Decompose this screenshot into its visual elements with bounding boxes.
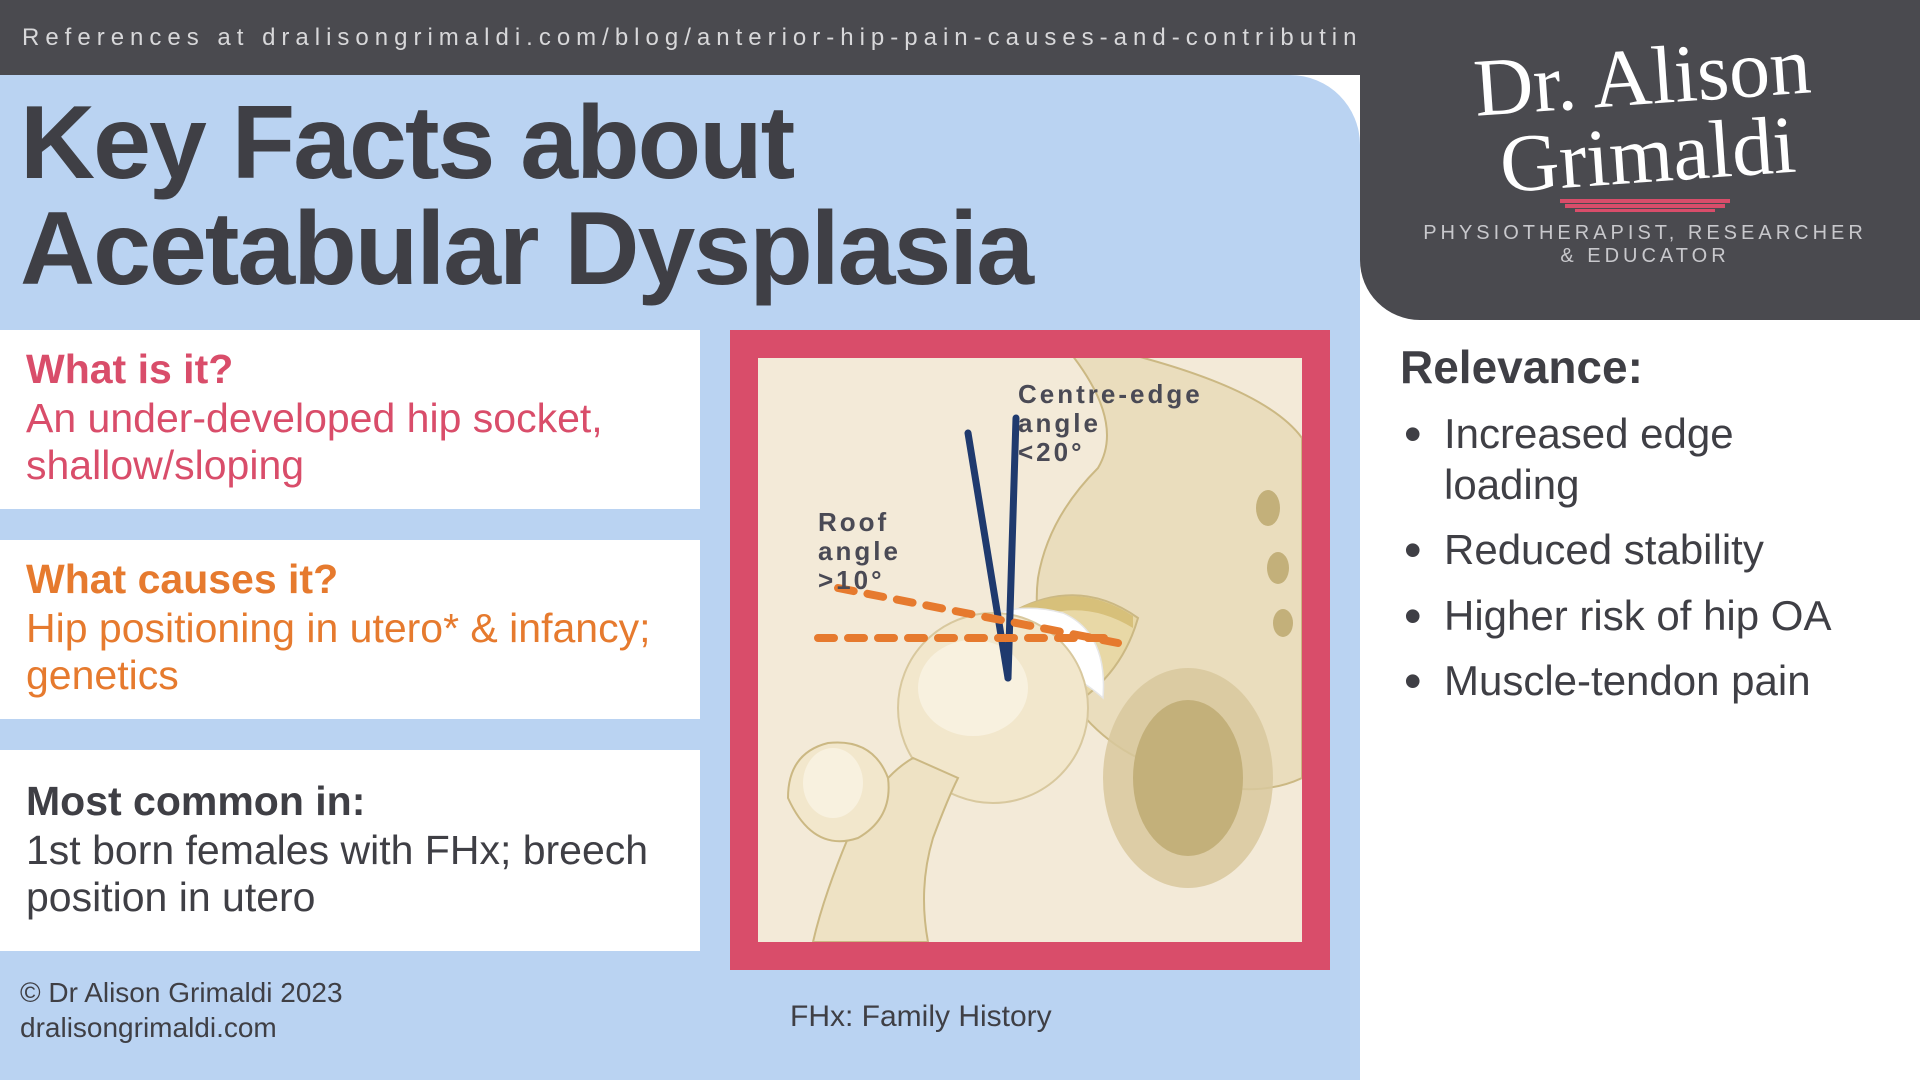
card-body: An under-developed hip socket, shallow/s…: [26, 395, 674, 489]
relevance-heading: Relevance:: [1400, 340, 1880, 394]
relevance-section: Relevance: Increased edge loading Reduce…: [1400, 340, 1880, 720]
card-what-causes-it: What causes it? Hip positioning in utero…: [0, 540, 700, 719]
card-heading: What is it?: [26, 346, 674, 393]
list-item: Increased edge loading: [1444, 408, 1880, 510]
centre-edge-value: <20°: [1018, 437, 1085, 467]
card-body: 1st born females with FHx; breech positi…: [26, 827, 674, 921]
title-line-2: Acetabular Dysplasia: [20, 196, 1032, 302]
title-line-1: Key Facts about: [20, 90, 1032, 196]
card-body: Hip positioning in utero* & infancy; gen…: [26, 605, 674, 699]
list-item: Muscle-tendon pain: [1444, 655, 1880, 706]
card-what-is-it: What is it? An under-developed hip socke…: [0, 330, 700, 509]
card-heading: What causes it?: [26, 556, 674, 603]
hip-diagram: Centre-edge angle <20° Roof angle >10°: [758, 358, 1302, 942]
fhx-footnote: FHx: Family History: [790, 1000, 1052, 1034]
hip-diagram-frame: Centre-edge angle <20° Roof angle >10°: [730, 330, 1330, 970]
footer-copyright: © Dr Alison Grimaldi 2023 dralisongrimal…: [20, 975, 343, 1045]
card-heading: Most common in:: [26, 778, 674, 825]
roof-angle-label-text: Roof angle: [818, 507, 901, 566]
list-item: Reduced stability: [1444, 524, 1880, 575]
logo-block: Dr. Alison Grimaldi PHYSIOTHERAPIST, RES…: [1360, 0, 1920, 320]
page-title: Key Facts about Acetabular Dysplasia: [20, 90, 1032, 302]
card-most-common: Most common in: 1st born females with FH…: [0, 750, 700, 951]
centre-edge-label: Centre-edge angle <20°: [1018, 380, 1278, 467]
roof-angle-label: Roof angle >10°: [818, 508, 958, 595]
copyright-text: © Dr Alison Grimaldi 2023: [20, 975, 343, 1010]
relevance-list: Increased edge loading Reduced stability…: [1400, 408, 1880, 706]
logo-name: Dr. Alison Grimaldi: [1405, 22, 1885, 210]
list-item: Higher risk of hip OA: [1444, 590, 1880, 641]
roof-angle-value: >10°: [818, 565, 885, 595]
references-text: References at dralisongrimaldi.com/blog/…: [22, 24, 1510, 52]
logo-subtitle: PHYSIOTHERAPIST, RESEARCHER & EDUCATOR: [1410, 222, 1880, 268]
website-text: dralisongrimaldi.com: [20, 1010, 343, 1045]
centre-edge-label-text: Centre-edge angle: [1018, 379, 1203, 438]
